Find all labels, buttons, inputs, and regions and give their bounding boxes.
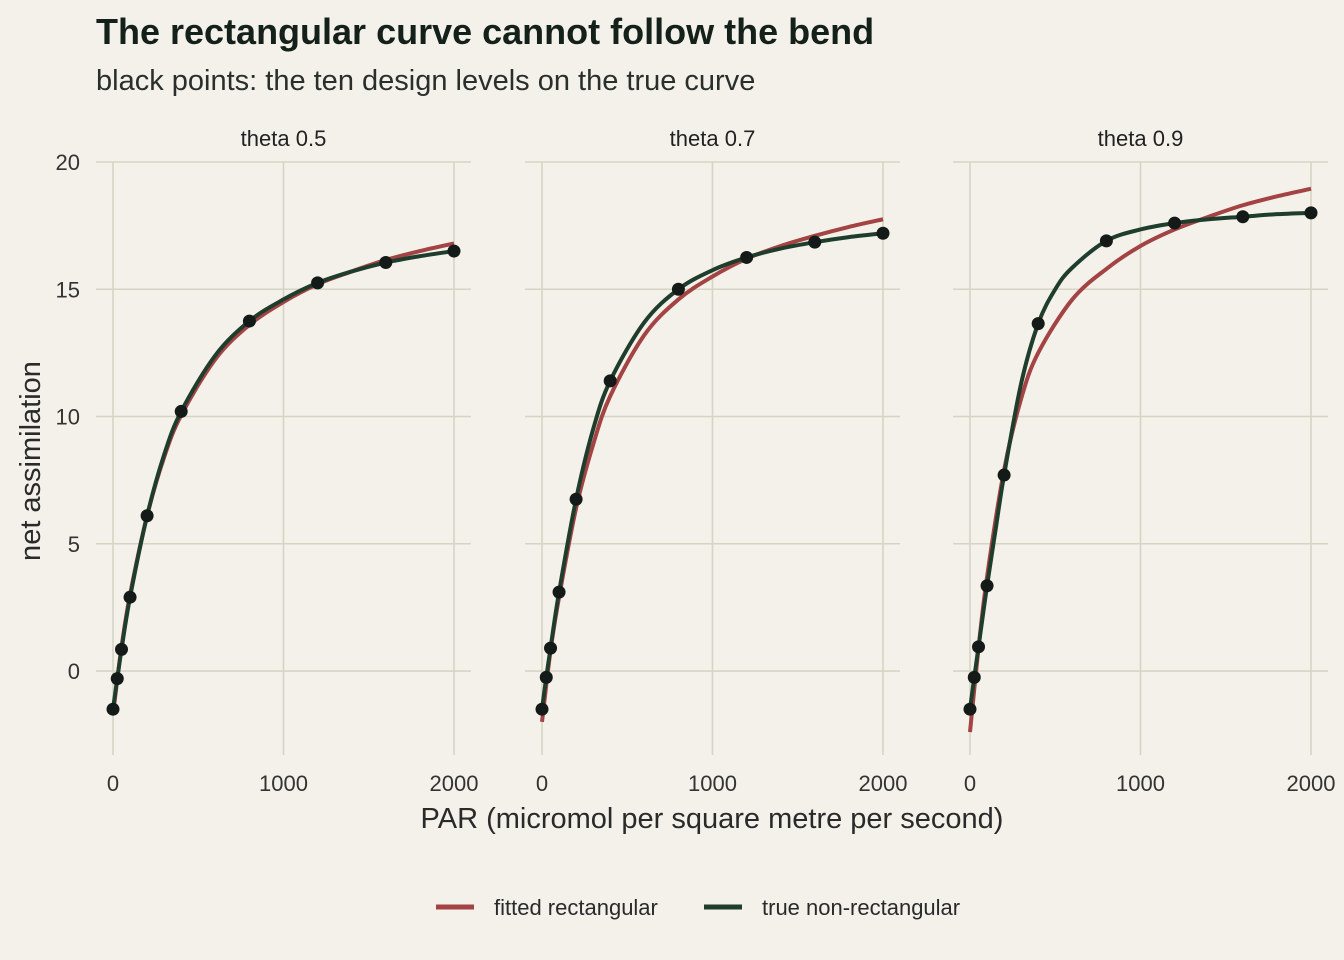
design-point <box>1304 206 1318 220</box>
design-point <box>1099 234 1113 248</box>
design-point <box>876 226 890 240</box>
legend: fitted rectangular true non-rectangular <box>436 895 960 920</box>
chart-title: The rectangular curve cannot follow the … <box>96 11 874 52</box>
design-point <box>552 585 566 599</box>
design-point <box>1031 317 1045 331</box>
facet-panels: theta 0.5 0 1000 2000 0 5 10 15 20 theta 0.7 0 1000… <box>56 126 1336 796</box>
x-tick-label: 2000 <box>1287 771 1336 796</box>
design-point <box>539 670 553 684</box>
x-tick-label: 2000 <box>430 771 479 796</box>
design-point <box>311 276 325 290</box>
design-point <box>569 492 583 506</box>
x-tick-label: 1000 <box>259 771 308 796</box>
y-tick-label: 5 <box>68 532 80 557</box>
true-non-rectangular-line <box>540 231 884 710</box>
design-point <box>110 672 124 686</box>
chart-subtitle: black points: the ten design levels on t… <box>96 65 755 97</box>
y-tick-label: 0 <box>68 659 80 684</box>
design-point <box>544 641 558 655</box>
legend-label: true non-rectangular <box>762 895 960 920</box>
design-point <box>115 642 129 656</box>
legend-item: fitted rectangular <box>436 895 658 920</box>
facet-panel: theta 0.7 0 1000 2000 <box>525 126 907 796</box>
facet-label: theta 0.7 <box>670 126 756 151</box>
x-tick-label: 0 <box>964 771 976 796</box>
x-tick-label: 1000 <box>688 771 737 796</box>
y-tick-label: 20 <box>56 150 80 175</box>
design-point <box>106 702 120 716</box>
design-point <box>242 314 256 328</box>
x-tick-label: 0 <box>536 771 548 796</box>
design-point <box>174 404 188 418</box>
x-tick-label: 2000 <box>859 771 908 796</box>
legend-label: fitted rectangular <box>494 895 658 920</box>
x-axis-title: PAR (micromol per square metre per secon… <box>421 803 1004 835</box>
design-point <box>963 702 977 716</box>
true-non-rectangular-line <box>111 249 455 710</box>
design-point <box>603 374 617 388</box>
design-point <box>447 244 461 258</box>
facet-label: theta 0.5 <box>241 126 327 151</box>
design-point <box>1236 210 1250 224</box>
y-tick-label: 10 <box>56 405 80 430</box>
design-point <box>123 590 137 604</box>
design-point <box>535 702 549 716</box>
design-point <box>671 282 685 296</box>
facet-panel: theta 0.5 0 1000 2000 0 5 10 15 20 <box>56 126 479 796</box>
facet-label: theta 0.9 <box>1098 126 1184 151</box>
design-point <box>808 235 822 249</box>
design-point <box>140 509 154 523</box>
y-axis-title: net assimilation <box>15 361 47 561</box>
design-point <box>972 640 986 654</box>
x-tick-label: 0 <box>107 771 119 796</box>
y-tick-label: 15 <box>56 277 80 302</box>
design-point <box>997 468 1011 482</box>
x-tick-label: 1000 <box>1116 771 1165 796</box>
legend-item: true non-rectangular <box>704 895 960 920</box>
facet-panel: theta 0.9 0 1000 2000 <box>953 126 1335 796</box>
design-point <box>980 579 994 593</box>
design-point <box>379 256 393 270</box>
true-non-rectangular-line <box>968 210 1312 710</box>
design-point <box>1168 216 1182 230</box>
design-point <box>740 250 754 264</box>
design-point <box>967 670 981 684</box>
